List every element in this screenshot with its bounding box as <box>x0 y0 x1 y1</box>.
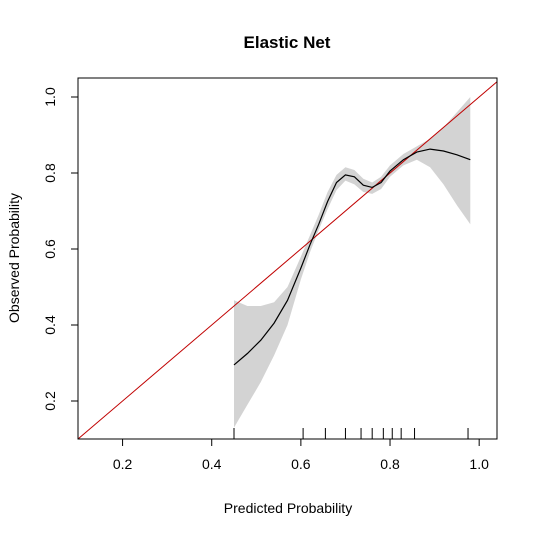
y-axis-label: Observed Probability <box>6 193 22 323</box>
x-tick-label-4: 1.0 <box>469 456 489 472</box>
y-tick-label-1: 0.4 <box>42 315 58 335</box>
x-tick-label-0: 0.2 <box>113 456 133 472</box>
calibration-curve-0 <box>233 148 471 366</box>
reference-line <box>77 81 498 440</box>
plot-area <box>77 81 498 440</box>
y-tick-label-3: 0.8 <box>42 163 58 183</box>
x-tick-label-3: 0.8 <box>380 456 400 472</box>
chart-title: Elastic Net <box>244 33 331 52</box>
plot-frame <box>77 77 498 440</box>
axes: 0.2 0.4 0.6 0.8 1.0 0.2 0.4 0.6 0.8 1.0 <box>42 77 498 472</box>
y-tick-label-4: 1.0 <box>42 87 58 107</box>
confidence-band-0 <box>234 97 471 428</box>
y-tick-label-0: 0.2 <box>42 391 58 411</box>
x-tick-label-1: 0.4 <box>202 456 222 472</box>
x-tick-label-2: 0.6 <box>291 456 311 472</box>
x-axis-label: Predicted Probability <box>224 500 352 516</box>
y-tick-label-2: 0.6 <box>42 239 58 259</box>
